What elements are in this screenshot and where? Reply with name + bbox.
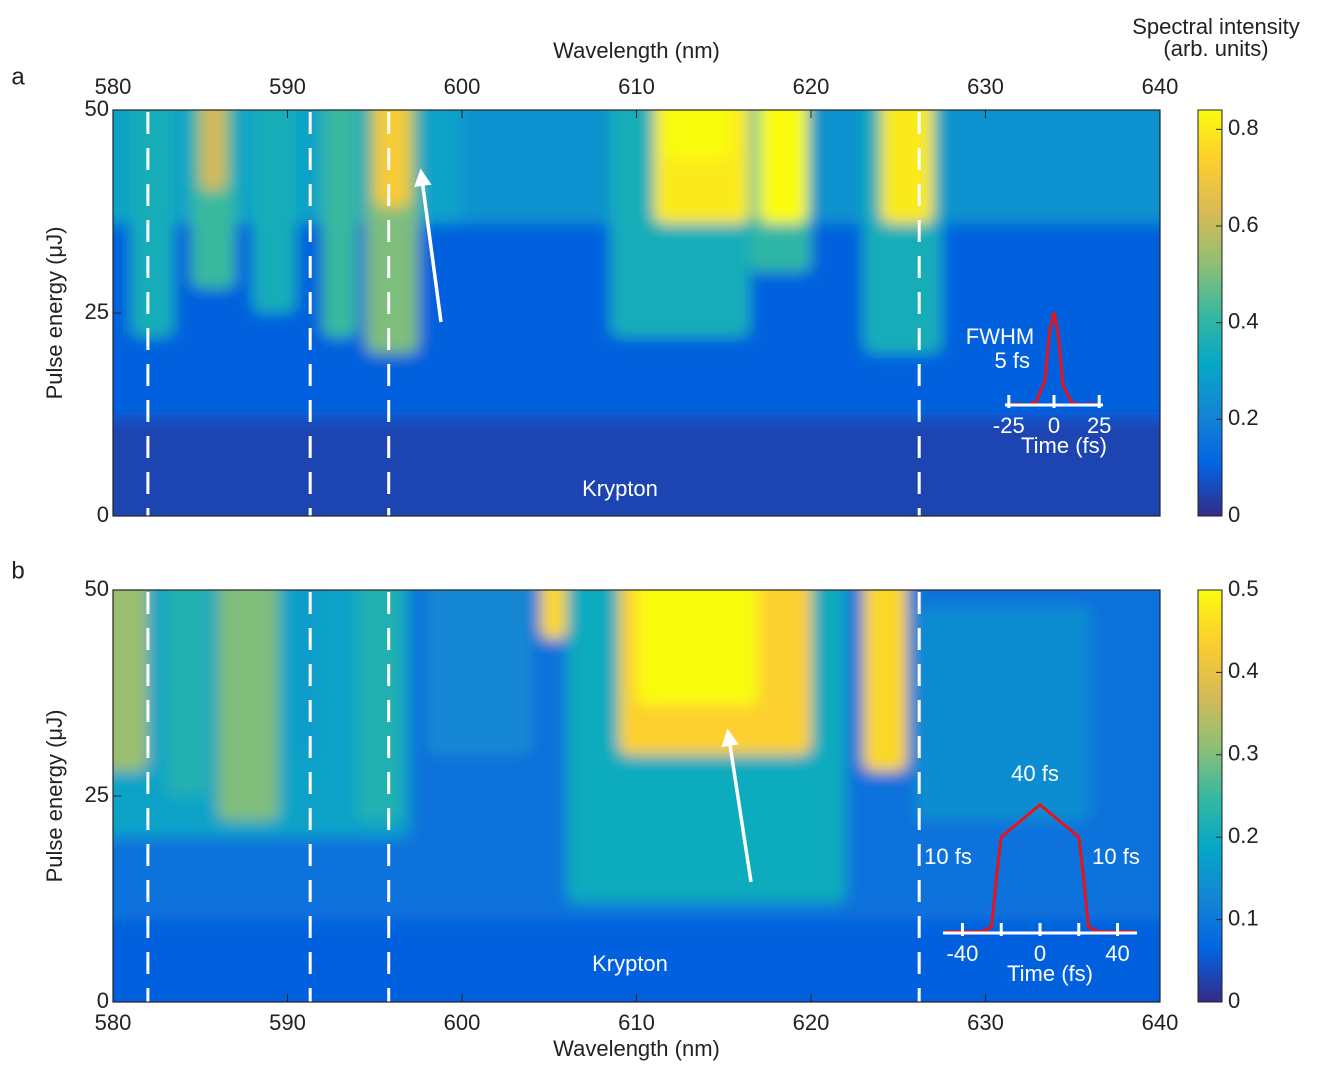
inset-annotation: 40 fs [1011, 761, 1059, 786]
colorbar [1198, 110, 1222, 516]
heatmap-cell [881, 80, 933, 224]
colorbar [1198, 590, 1222, 1002]
annotation: Krypton [582, 476, 658, 501]
figure: 580 590 600 610 620 630 640 Wavelength (nm) 0 25 5… [0, 0, 1329, 1064]
colorbar-tick-label: 0 [1228, 988, 1240, 1013]
colorbar-tick-label: 0 [1228, 502, 1240, 527]
heatmap-cell [541, 560, 567, 639]
heatmap-cell [637, 560, 759, 705]
colorbar-tick-label: 0.6 [1228, 212, 1259, 237]
inset-xlabel: Time (fs) [1007, 961, 1093, 986]
inset-annotation: FWHM [966, 324, 1034, 349]
panel-letter: b [11, 557, 24, 584]
inset-tick-label: 40 [1105, 941, 1129, 966]
x-tick-label: 620 [793, 74, 830, 99]
y-tick-label: 25 [85, 782, 109, 807]
colorbar-tick-label: 0.4 [1228, 308, 1259, 333]
inset-annotation: 10 fs [1092, 844, 1140, 869]
heatmap-cell [218, 560, 279, 821]
x-tick-label: 610 [618, 1010, 655, 1035]
x-tick-label: 590 [269, 1010, 306, 1035]
x-tick-label: 640 [1142, 74, 1179, 99]
heatmap-cell [288, 560, 323, 755]
x-tick-label: 600 [444, 74, 481, 99]
x-tick-label: 610 [618, 74, 655, 99]
colorbar-tick-label: 0.8 [1228, 115, 1259, 140]
x-tick-label: 580 [95, 1010, 132, 1035]
x-axis-label: Wavelength (nm) [553, 38, 720, 63]
inset-xlabel: Time (fs) [1021, 433, 1107, 458]
colorbar-tick-label: 0.4 [1228, 658, 1259, 683]
x-axis-label: Wavelength (nm) [553, 1036, 720, 1061]
y-tick-label: 0 [97, 502, 109, 527]
colorbar-title: (arb. units) [1163, 36, 1268, 61]
colorbar-tick-label: 0.1 [1228, 905, 1259, 930]
colorbar-tick-label: 0.2 [1228, 823, 1259, 848]
x-tick-label: 590 [269, 74, 306, 99]
heatmap-cell [200, 80, 226, 191]
annotation: Krypton [592, 951, 668, 976]
x-tick-label: 620 [793, 1010, 830, 1035]
panel-letter: a [11, 63, 25, 90]
heatmap-cell [253, 80, 297, 313]
x-tick-label: 600 [444, 1010, 481, 1035]
colorbar-tick-label: 0.3 [1228, 741, 1259, 766]
y-tick-label: 0 [97, 988, 109, 1013]
inset-annotation: 10 fs [924, 844, 972, 869]
heatmap-cell [863, 560, 907, 771]
heatmap-cell [165, 560, 209, 796]
colorbar-tick-label: 0.5 [1228, 576, 1259, 601]
y-tick-label: 50 [85, 96, 109, 121]
y-tick-label: 25 [85, 299, 109, 324]
x-tick-label: 630 [967, 74, 1004, 99]
y-axis-label: Pulse energy (μJ) [42, 227, 67, 400]
heatmap-cell [663, 80, 733, 159]
y-tick-label: 50 [85, 576, 109, 601]
heatmap-cell [916, 606, 1090, 820]
x-tick-label: 640 [1142, 1010, 1179, 1035]
inset-annotation: 5 fs [995, 348, 1030, 373]
heatmap-cell [322, 80, 357, 337]
heatmap-cell [427, 560, 532, 755]
heatmap-cell [130, 80, 174, 337]
heatmap-cell [375, 80, 410, 207]
inset-tick-label: -40 [947, 941, 979, 966]
heatmap-cell [759, 80, 808, 224]
x-tick-label: 630 [967, 1010, 1004, 1035]
inset-tick-label: -25 [993, 413, 1025, 438]
y-axis-label: Pulse energy (μJ) [42, 710, 67, 883]
colorbar-tick-label: 0.2 [1228, 405, 1259, 430]
heatmap-cell [357, 560, 401, 821]
